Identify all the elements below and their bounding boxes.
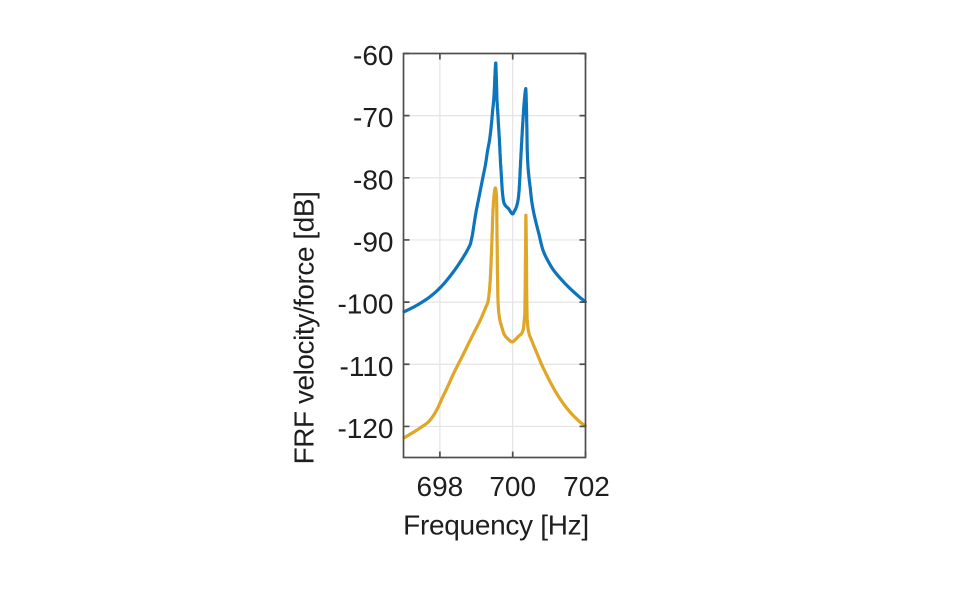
- svg-text:-100: -100: [337, 289, 393, 320]
- svg-text:-120: -120: [337, 413, 393, 444]
- svg-text:-60: -60: [353, 40, 393, 71]
- svg-text:-80: -80: [353, 164, 393, 195]
- svg-text:-70: -70: [353, 102, 393, 133]
- svg-text:698: 698: [417, 471, 464, 502]
- svg-text:-90: -90: [353, 226, 393, 257]
- svg-text:FRF velocity/force [dB]: FRF velocity/force [dB]: [289, 192, 320, 465]
- svg-text:702: 702: [563, 471, 610, 502]
- svg-text:-110: -110: [340, 351, 394, 382]
- svg-text:Frequency [Hz]: Frequency [Hz]: [403, 510, 589, 541]
- svg-text:700: 700: [489, 471, 536, 502]
